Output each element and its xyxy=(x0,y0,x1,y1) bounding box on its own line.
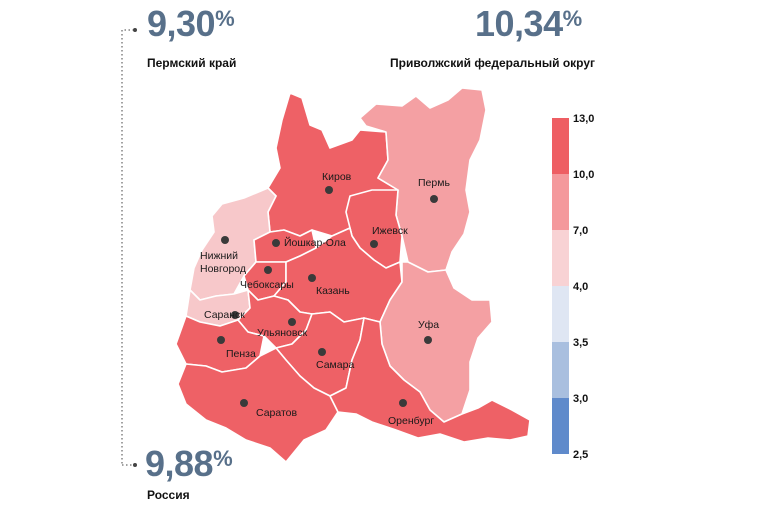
perm-rate-unit: % xyxy=(215,6,235,31)
legend-band-1 xyxy=(552,174,569,230)
perm-region-label: Пермский край xyxy=(147,56,237,70)
russia-rate-value: 9,88% xyxy=(145,443,233,484)
city-label-saransk: Саранск xyxy=(204,309,245,321)
city-label-penza: Пенза xyxy=(226,348,256,360)
city-dot-kazan xyxy=(308,274,316,282)
city-label-izhevsk: Ижевск xyxy=(372,225,408,237)
city-label-saratov: Саратов xyxy=(256,407,298,419)
city-dot-izhevsk xyxy=(370,240,378,248)
city-label-orenburg: Оренбург xyxy=(388,415,434,427)
color-scale-legend: 13,0 10,0 7,0 4,0 3,5 3,0 2,5 xyxy=(552,113,594,461)
region-shapes xyxy=(175,87,531,463)
city-label-nizhny: Нижний Новгород xyxy=(200,250,246,275)
city-dot-kirov xyxy=(325,186,333,194)
russia-label: Россия xyxy=(147,488,190,502)
city-label-samara: Самара xyxy=(316,359,354,371)
pfo-rate-number: 10,34 xyxy=(475,3,563,44)
city-dot-ufa xyxy=(424,336,432,344)
legend-band-2 xyxy=(552,230,569,286)
region-orenburg xyxy=(329,317,531,443)
legend-band-5 xyxy=(552,398,569,454)
city-dot-saransk xyxy=(231,311,239,319)
russia-rate-unit: % xyxy=(213,446,233,471)
legend-tick-label: 10,0 xyxy=(573,169,594,181)
city-label-ulyanovsk: Ульяновск xyxy=(257,327,308,339)
connector-dot-bottom xyxy=(133,463,137,467)
city-label-yoshkar-ola: Йошкар-Ола xyxy=(284,236,346,249)
legend-tick-label: 3,5 xyxy=(573,337,588,349)
connector-bracket xyxy=(121,29,134,466)
pfo-label: Приволжский федеральный округ xyxy=(390,56,596,70)
city-label-cheboksary: Чебоксары xyxy=(240,279,294,291)
city-dot-saratov xyxy=(240,399,248,407)
city-label-perm: Пермь xyxy=(418,177,450,189)
city-dot-perm xyxy=(430,195,438,203)
city-dot-samara xyxy=(318,348,326,356)
city-dot-orenburg xyxy=(399,399,407,407)
city-dot-yoshkar-ola xyxy=(272,239,280,247)
city-label-kazan: Казань xyxy=(316,285,350,297)
city-markers xyxy=(217,186,438,407)
city-dot-ulyanovsk xyxy=(288,318,296,326)
legend-tick-label: 2,5 xyxy=(573,449,588,461)
city-labels: Киров Пермь Ижевск Йошкар-Ола Нижний Новгород… xyxy=(200,171,450,427)
legend-band-0 xyxy=(552,118,569,174)
connector-dot-top xyxy=(133,28,137,32)
legend-tick-label: 3,0 xyxy=(573,393,588,405)
legend-tick-label: 13,0 xyxy=(573,113,594,125)
city-dot-nizhny xyxy=(221,236,229,244)
city-dot-penza xyxy=(217,336,225,344)
perm-region-rate-value: 9,30% xyxy=(147,3,235,44)
russia-rate-number: 9,88 xyxy=(145,443,214,484)
pfo-rate-value: 10,34% xyxy=(475,6,582,42)
city-dot-cheboksary xyxy=(264,266,272,274)
city-label-kirov: Киров xyxy=(322,171,352,183)
legend-band-3 xyxy=(552,286,569,342)
pfo-rate-unit: % xyxy=(562,6,583,31)
legend-tick-label: 4,0 xyxy=(573,281,588,293)
legend-band-4 xyxy=(552,342,569,398)
perm-rate-number: 9,30 xyxy=(147,3,216,44)
city-label-ufa: Уфа xyxy=(418,319,439,331)
legend-tick-label: 7,0 xyxy=(573,225,588,237)
